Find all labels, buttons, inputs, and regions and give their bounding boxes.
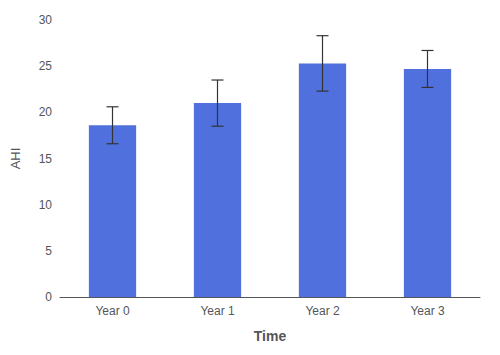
- svg-text:Year 3: Year 3: [410, 304, 445, 318]
- svg-text:30: 30: [39, 13, 53, 27]
- svg-text:15: 15: [39, 152, 53, 166]
- svg-text:25: 25: [39, 59, 53, 73]
- svg-text:Year 0: Year 0: [95, 304, 130, 318]
- svg-text:Time: Time: [254, 328, 287, 344]
- svg-text:Year 2: Year 2: [305, 304, 340, 318]
- svg-text:AHI: AHI: [8, 148, 23, 170]
- svg-text:10: 10: [39, 198, 53, 212]
- svg-text:0: 0: [45, 290, 52, 304]
- svg-text:20: 20: [39, 105, 53, 119]
- svg-text:Year 1: Year 1: [200, 304, 235, 318]
- svg-text:5: 5: [45, 244, 52, 258]
